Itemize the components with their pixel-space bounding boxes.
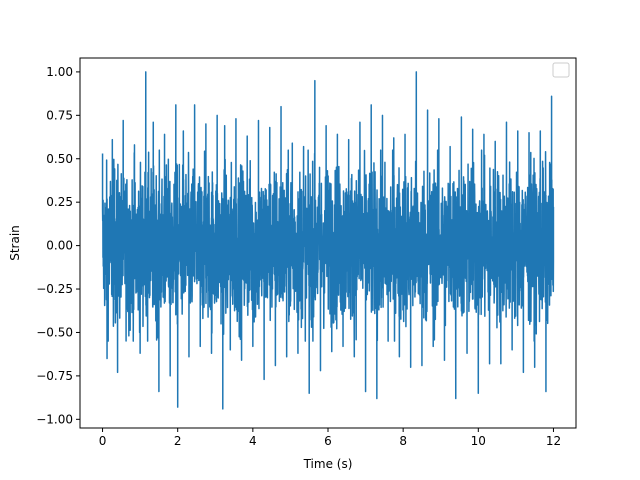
y-tick-label: 0.25 (46, 195, 73, 209)
y-tick-label: −1.00 (36, 412, 73, 426)
x-tick-label: 12 (546, 434, 561, 448)
legend (552, 62, 570, 78)
x-axis: 0 2 4 6 8 10 12 (99, 428, 561, 448)
x-tick-label: 0 (99, 434, 107, 448)
x-tick-label: 2 (174, 434, 182, 448)
y-tick-label: −0.25 (36, 282, 73, 296)
y-tick-label: 0.00 (46, 239, 73, 253)
x-axis-label: Time (s) (303, 457, 353, 471)
x-tick-label: 6 (324, 434, 332, 448)
strain-series-line (101, 71, 555, 410)
y-tick-label: 0.75 (46, 108, 73, 122)
legend-box (552, 62, 570, 78)
y-tick-label: −0.75 (36, 369, 73, 383)
plot-area (101, 71, 555, 410)
y-axis-label: Strain (8, 225, 22, 261)
y-tick-label: −0.50 (36, 325, 73, 339)
y-tick-label: 1.00 (46, 65, 73, 79)
x-tick-label: 4 (249, 434, 257, 448)
x-tick-label: 10 (471, 434, 486, 448)
y-axis: −1.00 −0.75 −0.50 −0.25 0.00 0.25 0.50 0.75 1.00 (36, 65, 80, 426)
x-tick-label: 8 (399, 434, 407, 448)
y-tick-label: 0.50 (46, 152, 73, 166)
